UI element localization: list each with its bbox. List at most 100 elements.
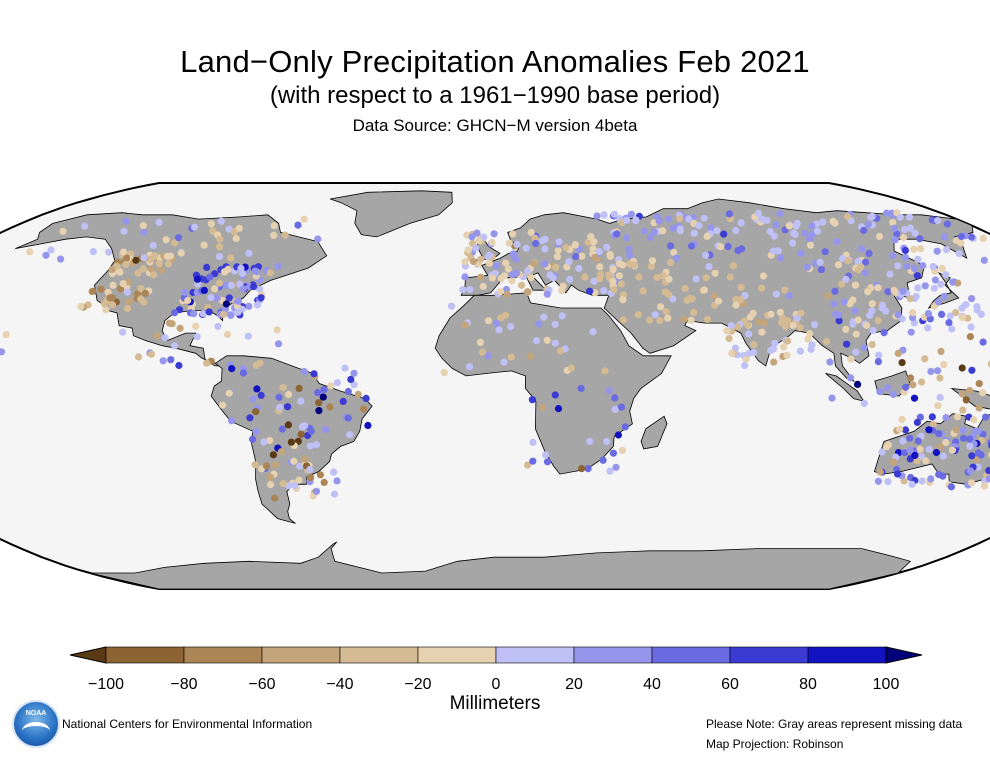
station-point	[884, 441, 893, 449]
station-point	[147, 265, 155, 273]
station-point	[223, 330, 232, 339]
land-antarctica	[89, 541, 912, 589]
station-point	[140, 228, 148, 236]
station-point	[725, 334, 733, 343]
station-point	[315, 399, 323, 407]
station-point	[256, 359, 264, 367]
station-point	[485, 259, 493, 267]
station-point	[125, 298, 133, 306]
station-point	[785, 222, 793, 230]
station-point	[876, 388, 884, 396]
land-madagascar	[640, 415, 668, 450]
station-point	[307, 427, 315, 435]
colorbar-bin	[495, 646, 575, 664]
colorbar-tick-label: 60	[721, 676, 739, 693]
station-point	[123, 304, 132, 313]
station-point	[690, 229, 698, 237]
station-point	[907, 374, 915, 382]
station-point	[203, 263, 211, 271]
station-point	[275, 393, 283, 401]
station-point	[769, 247, 778, 255]
station-point	[889, 218, 897, 226]
station-point	[910, 394, 919, 402]
station-point	[806, 241, 815, 249]
station-point	[246, 414, 254, 422]
station-point	[846, 374, 855, 382]
station-point	[980, 256, 988, 264]
station-point	[297, 430, 305, 438]
station-point	[648, 257, 657, 265]
station-point	[605, 271, 613, 279]
station-point	[913, 418, 922, 426]
station-point	[906, 295, 914, 303]
station-point	[893, 230, 901, 238]
chart-title: Land−Only Precipitation Anomalies Feb 20…	[180, 44, 810, 79]
station-point	[566, 275, 574, 283]
station-point	[741, 361, 749, 369]
station-point	[100, 300, 108, 308]
station-point	[177, 249, 185, 257]
station-point	[966, 333, 975, 341]
station-point	[937, 347, 945, 355]
station-point	[670, 248, 678, 257]
colorbar-tick-label: −100	[87, 676, 125, 693]
station-point	[269, 451, 277, 459]
station-point	[622, 216, 631, 224]
station-point	[227, 417, 236, 425]
station-point	[276, 403, 284, 411]
station-point	[737, 219, 745, 227]
station-point	[911, 451, 919, 459]
gray-areas-note: Please Note: Gray areas represent missin…	[706, 717, 963, 731]
station-point	[828, 394, 836, 402]
station-point	[929, 262, 937, 271]
station-point	[314, 389, 322, 397]
station-point	[737, 296, 745, 304]
station-point	[552, 264, 560, 272]
station-point	[543, 458, 552, 466]
station-point	[966, 435, 974, 443]
station-point	[711, 292, 719, 300]
station-point	[350, 369, 358, 377]
station-point	[595, 247, 603, 256]
station-point	[806, 330, 814, 338]
station-point	[300, 215, 308, 223]
station-point	[934, 217, 942, 225]
station-point	[315, 407, 323, 415]
station-point	[166, 252, 175, 260]
station-point	[571, 241, 579, 249]
station-point	[287, 438, 295, 446]
station-point	[252, 408, 260, 416]
station-point	[932, 448, 941, 457]
station-point	[935, 470, 943, 479]
station-point	[844, 257, 852, 265]
station-point	[653, 213, 661, 221]
station-point	[277, 448, 286, 456]
station-point	[184, 296, 192, 305]
station-point	[676, 225, 684, 233]
projection-note: Map Projection: Robinson	[706, 737, 844, 751]
station-point	[700, 214, 708, 222]
station-point	[316, 471, 324, 479]
station-point	[767, 310, 775, 318]
station-point	[225, 294, 233, 302]
station-point	[796, 324, 804, 332]
station-point	[232, 234, 240, 243]
station-point	[918, 378, 926, 386]
station-point	[190, 310, 198, 318]
station-point	[797, 249, 805, 257]
station-point	[614, 431, 623, 439]
station-point	[123, 288, 131, 296]
station-point	[181, 288, 189, 296]
station-point	[193, 333, 201, 341]
land-greenland	[330, 190, 453, 238]
station-point	[155, 259, 163, 268]
station-points	[0, 209, 990, 502]
station-point	[621, 423, 629, 431]
station-point	[496, 288, 504, 296]
station-point	[484, 317, 493, 325]
station-point	[742, 355, 750, 363]
station-point	[936, 443, 944, 451]
station-point	[940, 233, 949, 241]
station-point	[656, 317, 664, 325]
gull-icon	[22, 722, 50, 740]
